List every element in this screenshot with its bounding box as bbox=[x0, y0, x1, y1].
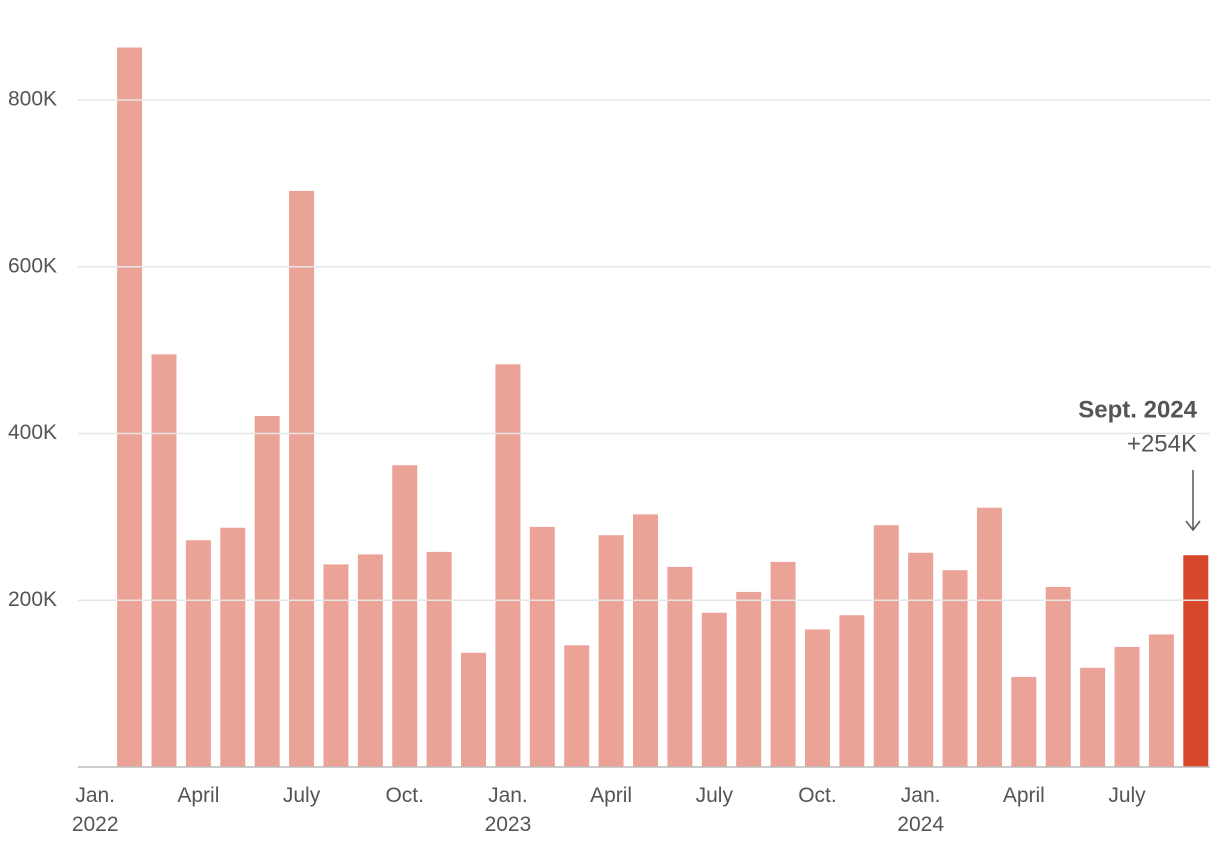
bar bbox=[289, 190, 315, 767]
bar bbox=[392, 465, 418, 767]
y-tick-label: 800K bbox=[8, 88, 57, 111]
bar bbox=[633, 514, 658, 767]
bar bbox=[804, 629, 830, 767]
bar bbox=[254, 416, 280, 767]
bar bbox=[1045, 586, 1071, 767]
bar bbox=[736, 591, 762, 767]
x-tick-label: Jan. 2024 bbox=[897, 784, 944, 836]
bar bbox=[117, 47, 143, 768]
x-tick-label: April bbox=[177, 784, 220, 807]
bar bbox=[873, 525, 899, 767]
bar bbox=[976, 507, 1002, 767]
bar bbox=[461, 652, 487, 767]
bar bbox=[839, 615, 865, 767]
bar bbox=[323, 564, 349, 767]
x-tick-label: Oct. bbox=[385, 784, 424, 807]
bar bbox=[1183, 555, 1209, 767]
bar bbox=[908, 552, 934, 767]
bar bbox=[151, 354, 177, 767]
bar bbox=[598, 535, 624, 767]
y-tick-label: 400K bbox=[8, 421, 57, 444]
bar bbox=[667, 566, 693, 767]
bar bbox=[1148, 634, 1174, 767]
x-tick-label: July bbox=[282, 784, 321, 807]
bar bbox=[357, 554, 383, 767]
x-tick-label: Jan. 2022 bbox=[71, 784, 119, 836]
bar bbox=[770, 561, 796, 767]
bar bbox=[701, 612, 727, 767]
x-tick-label: July bbox=[1108, 784, 1146, 807]
bar bbox=[564, 645, 590, 767]
bar bbox=[426, 551, 452, 767]
y-tick-label: 200K bbox=[8, 588, 57, 611]
annotation-title: Sept. 2024 bbox=[1078, 396, 1197, 423]
bar bbox=[220, 527, 246, 767]
bar bbox=[495, 364, 521, 767]
bar bbox=[1011, 676, 1037, 767]
bar bbox=[1114, 646, 1140, 767]
x-tick-label: July bbox=[695, 784, 733, 807]
bar bbox=[185, 540, 211, 767]
annotation-arrowhead bbox=[1185, 520, 1201, 532]
x-tick-label: Jan. 2023 bbox=[484, 784, 532, 836]
y-tick-label: 600K bbox=[8, 254, 57, 277]
x-tick-label: Oct. bbox=[798, 784, 837, 807]
x-tick-label: April bbox=[1002, 784, 1045, 807]
bar bbox=[942, 570, 968, 767]
x-tick-label: April bbox=[590, 784, 633, 807]
annotation-label: +254K bbox=[1127, 430, 1197, 457]
bar bbox=[1080, 667, 1106, 767]
bar bbox=[529, 526, 555, 767]
